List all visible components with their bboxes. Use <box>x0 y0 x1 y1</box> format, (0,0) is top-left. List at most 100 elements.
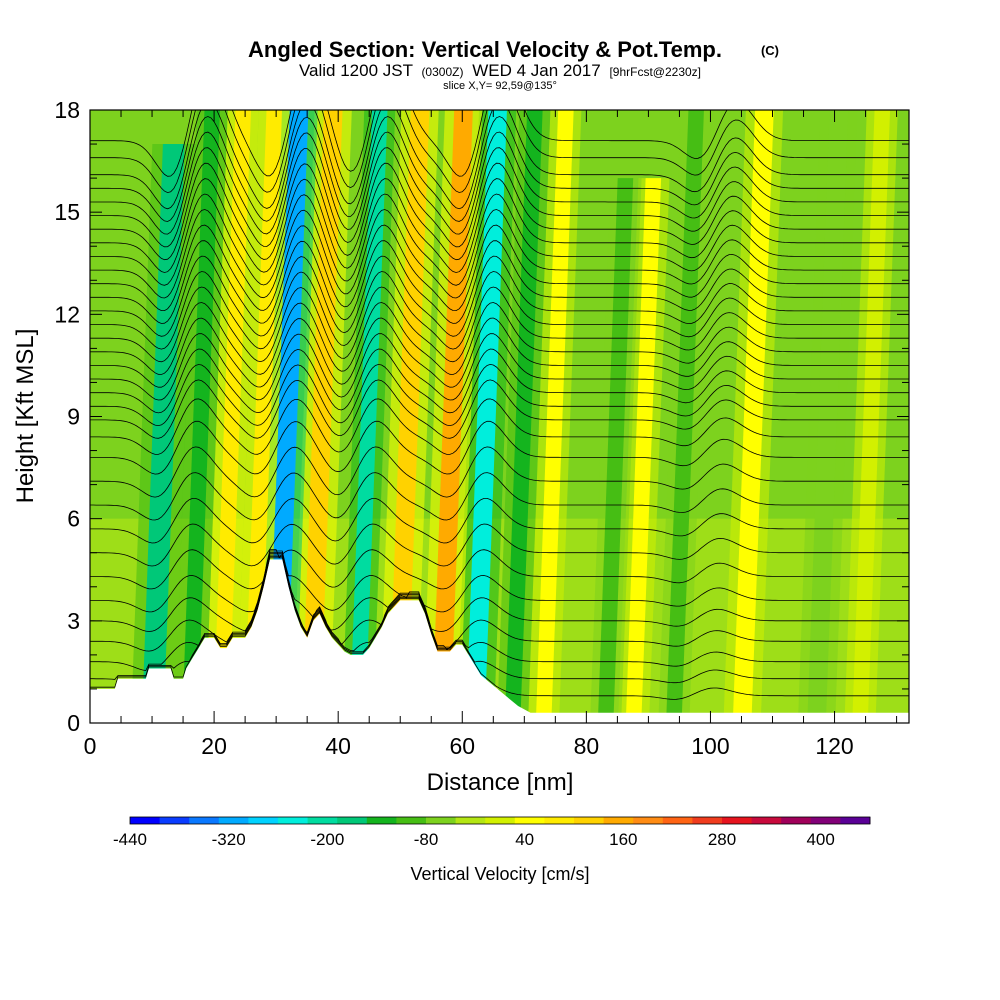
colorbar-swatch <box>781 817 812 824</box>
colorbar-swatch <box>278 817 309 824</box>
colorbar-swatch <box>692 817 723 824</box>
velocity-band <box>666 110 704 723</box>
velocity-band <box>465 110 507 723</box>
chart-title-mark: (C) <box>761 43 779 58</box>
colorbar-swatch <box>396 817 427 824</box>
velocity-band <box>852 110 891 723</box>
isentrope-line <box>90 398 909 455</box>
isentrope-line <box>90 110 909 194</box>
colorbar-swatch <box>485 817 516 824</box>
subtitle-date: WED 4 Jan 2017 <box>472 61 601 80</box>
isentrope-line <box>90 147 909 248</box>
isentrope-line <box>90 255 909 337</box>
isentrope-line <box>90 556 909 684</box>
y-tick-label: 12 <box>54 301 80 327</box>
colorbar-swatch <box>574 817 605 824</box>
colorbar-swatch <box>544 817 575 824</box>
colorbar-swatch <box>840 817 871 824</box>
subtitle-lead: Valid 1200 JST <box>299 61 413 80</box>
y-axis-label: Height [Kft MSL] <box>12 329 39 504</box>
velocity-band <box>625 178 662 723</box>
colorbar-swatch <box>514 817 545 824</box>
isentrope-line <box>90 116 909 222</box>
isentrope-line <box>90 420 909 475</box>
slice-label: slice X,Y= 92,59@135° <box>443 80 557 92</box>
colorbar-swatch <box>307 817 338 824</box>
x-axis-label: Distance [nm] <box>427 769 574 796</box>
colorbar-tick-label: 40 <box>515 830 534 849</box>
colorbar-swatch <box>810 817 841 824</box>
axes: 0 20 40 60 80 100 120 0 3 6 9 12 15 18 <box>54 97 909 759</box>
y-tick-label: 0 <box>67 710 80 736</box>
isentrope-line <box>90 348 909 414</box>
isentrope-line <box>90 131 909 235</box>
x-tick-label: 60 <box>449 733 475 759</box>
colorbar-tick-label: -320 <box>212 830 246 849</box>
terrain-fill <box>90 559 909 723</box>
y-tick-label: 18 <box>54 97 80 123</box>
colorbar-swatch <box>633 817 664 824</box>
isentrope-line <box>90 552 909 632</box>
isentrope-line <box>90 240 909 324</box>
isentrope-line <box>90 302 909 375</box>
isentrope-line <box>90 523 909 567</box>
isentrope-line <box>90 498 909 544</box>
isentrope-line <box>90 333 909 401</box>
isentrope-line <box>90 379 909 439</box>
isentrope-line <box>90 178 909 273</box>
colorbar-tick-label: -440 <box>113 830 147 849</box>
colorbar-tick-label: 160 <box>609 830 637 849</box>
velocity-bands <box>130 110 898 723</box>
isentrope-line <box>90 162 909 261</box>
y-tick-label: 15 <box>54 199 80 225</box>
velocity-band <box>141 144 185 723</box>
velocity-band <box>213 110 252 723</box>
colorbar-swatch <box>366 817 397 824</box>
colorbar-swatch <box>189 817 220 824</box>
colorbar-swatch <box>662 817 693 824</box>
chart-subtitle: Valid 1200 JST (0300Z) WED 4 Jan 2017 [9… <box>299 61 701 80</box>
isentrope-line <box>90 224 909 312</box>
x-tick-label: 40 <box>325 733 351 759</box>
chart-title: Angled Section: Vertical Velocity & Pot.… <box>248 37 722 62</box>
subtitle-utc: (0300Z) <box>421 65 463 79</box>
colorbar-swatch <box>751 817 782 824</box>
isentrope-line <box>90 557 909 700</box>
colorbar-swatch <box>248 817 279 824</box>
isentrope-line <box>90 550 909 613</box>
isentrope-line <box>90 472 909 521</box>
subtitle-forecast: [9hrFcst@2230z] <box>609 65 701 79</box>
colorbar-tick-label: 400 <box>806 830 834 849</box>
isentrope-line <box>90 446 909 498</box>
velocity-band <box>182 110 220 723</box>
colorbar-label: Vertical Velocity [cm/s] <box>410 864 589 884</box>
colorbar-swatch <box>130 817 161 824</box>
x-tick-label: 80 <box>574 733 600 759</box>
colorbar-swatch <box>455 817 486 824</box>
velocity-band <box>535 110 574 723</box>
isentrope-line <box>90 549 909 590</box>
colorbar-swatch <box>337 817 368 824</box>
isentrope-line <box>90 271 909 350</box>
isentrope-line <box>90 110 909 177</box>
velocity-band <box>807 110 849 723</box>
isentrope-line <box>90 554 909 671</box>
isentrope-line <box>90 553 909 652</box>
plot-area <box>90 110 909 723</box>
colorbar-swatch <box>603 817 634 824</box>
y-tick-label: 6 <box>67 506 80 532</box>
colorbar-swatch <box>722 817 753 824</box>
terrain <box>90 559 909 723</box>
colorbar-tick-label: -80 <box>414 830 439 849</box>
isentrope-line <box>90 363 909 427</box>
velocity-band <box>597 178 634 723</box>
colorbar-swatch <box>218 817 249 824</box>
isentrope-contours <box>90 110 909 700</box>
colorbar-frame <box>129 816 871 825</box>
velocity-band <box>732 110 774 723</box>
y-tick-label: 9 <box>67 404 80 430</box>
colorbar-swatch <box>426 817 457 824</box>
colorbar-tick-label: -200 <box>310 830 344 849</box>
velocity-band <box>301 110 343 723</box>
